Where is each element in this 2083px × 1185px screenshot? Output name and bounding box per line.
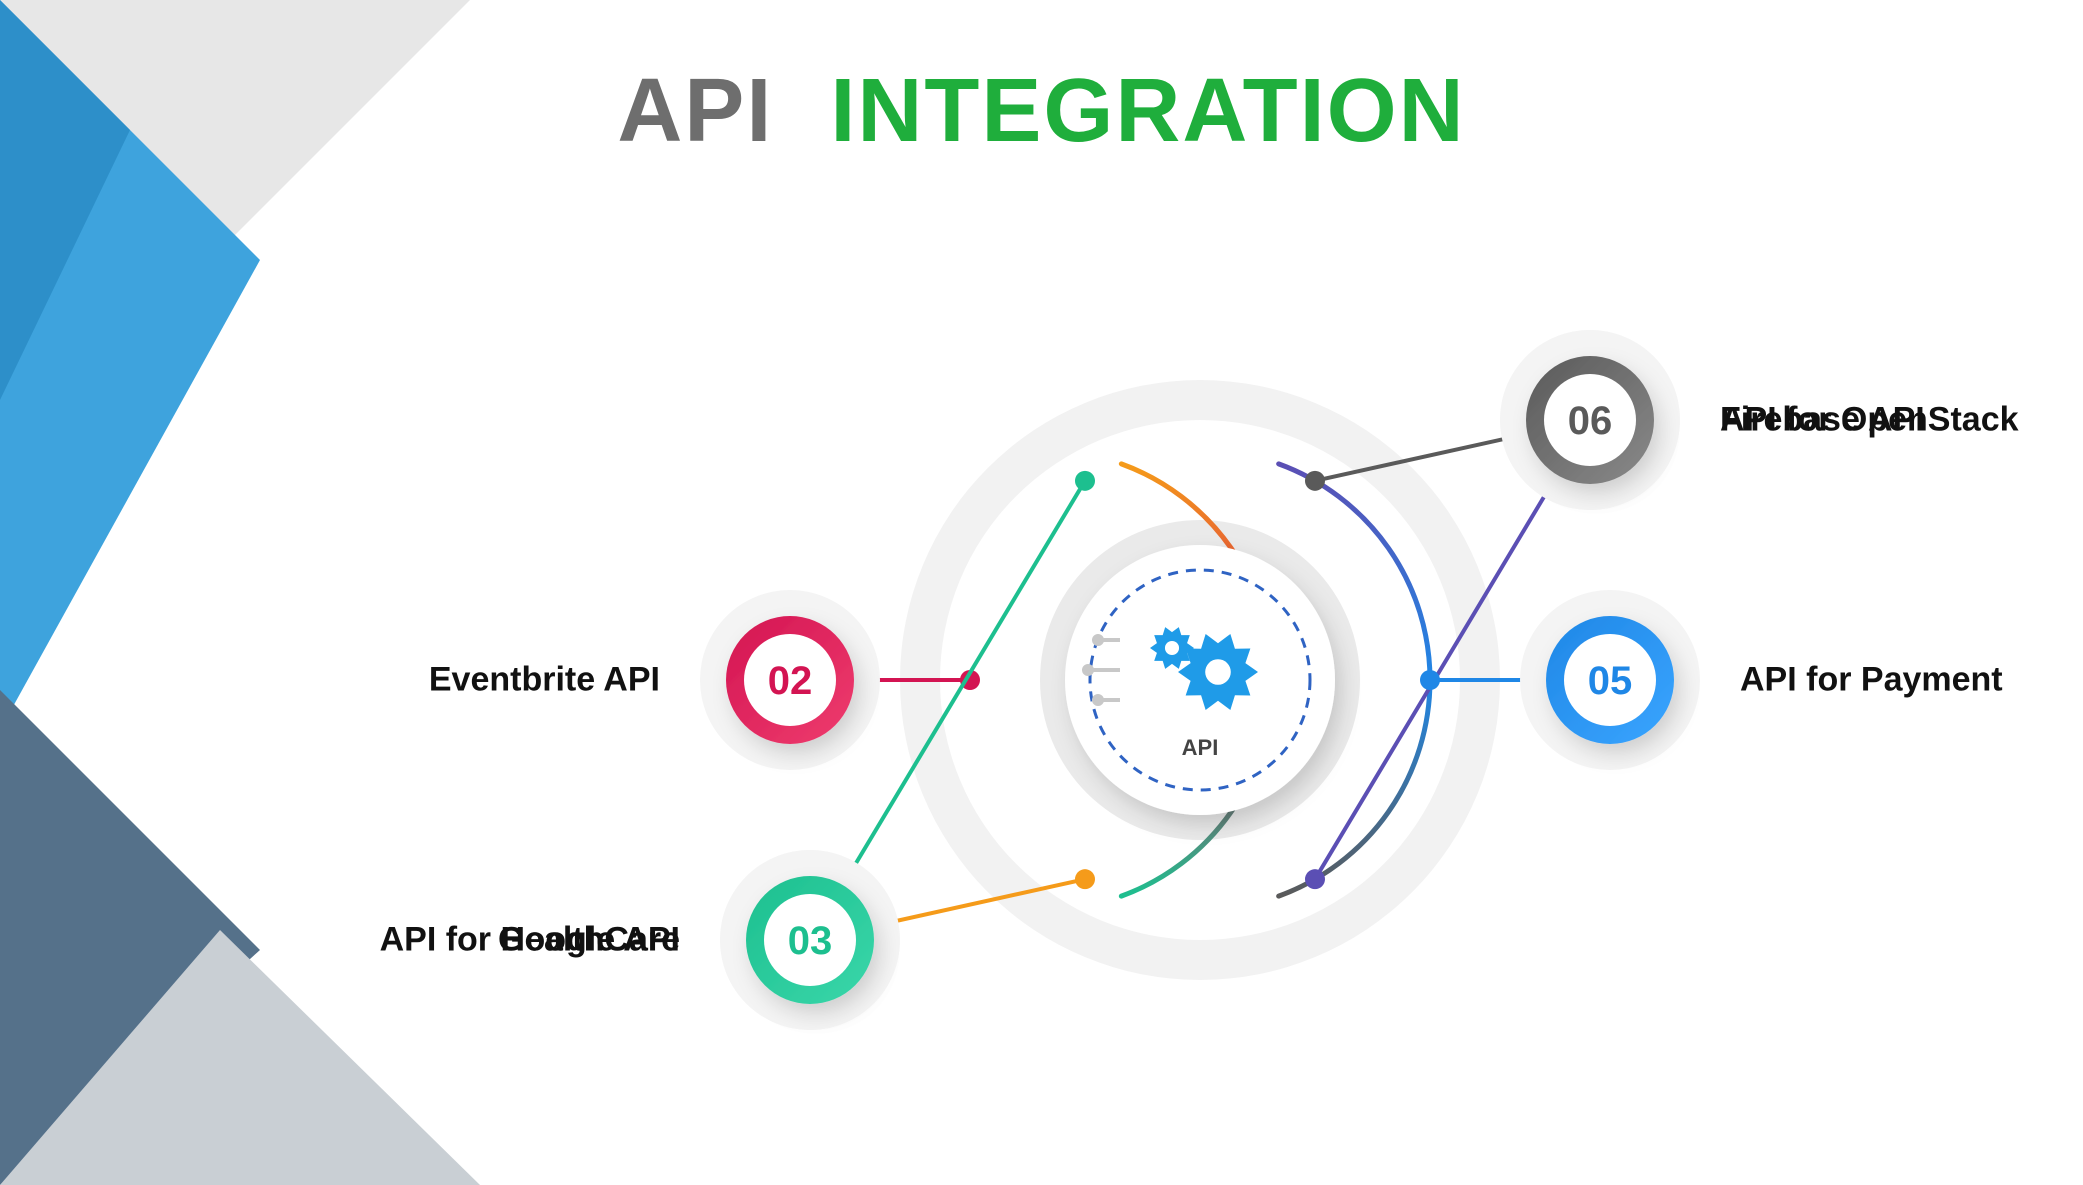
node-label: Firebase API: [1720, 401, 1925, 440]
connector-dot: [1305, 869, 1325, 889]
title-word-1: API: [617, 61, 773, 161]
connector-dot: [1305, 471, 1325, 491]
connector-dot: [1420, 670, 1440, 690]
node-number: 06: [1568, 399, 1613, 443]
title-word-2: INTEGRATION: [830, 61, 1465, 161]
api-diagram: 010203040506 Google APIEventbrite APIAPI…: [0, 230, 2083, 1130]
node-number: 02: [768, 659, 813, 703]
node-label: API for Payment: [1740, 661, 2003, 700]
node-number: 03: [788, 919, 833, 963]
node-number: 05: [1588, 659, 1633, 703]
center-hub-label: API: [1182, 735, 1219, 761]
page-title: API INTEGRATION: [0, 60, 2083, 163]
connector-dot: [1075, 869, 1095, 889]
node-label: Eventbrite API: [429, 661, 660, 700]
node-label: API for HealthCare: [380, 921, 680, 960]
connector-dot: [1075, 471, 1095, 491]
